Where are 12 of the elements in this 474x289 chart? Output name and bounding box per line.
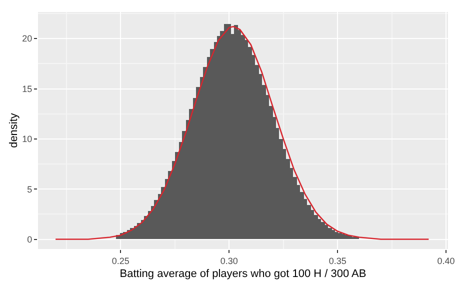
- y-axis-title: density: [8, 112, 20, 148]
- y-tick-label: 20: [22, 34, 32, 44]
- y-tick-label: 0: [27, 234, 32, 244]
- x-tick-label: 0.40: [437, 256, 455, 266]
- y-tick-label: 15: [22, 84, 32, 94]
- x-tick-label: 0.25: [112, 256, 130, 266]
- x-tick-label: 0.30: [220, 256, 238, 266]
- x-axis-title: Batting average of players who got 100 H / 300 AB: [120, 268, 366, 280]
- line-series: [54, 26, 430, 240]
- y-tick-label: 10: [22, 134, 32, 144]
- x-tick-label: 0.35: [328, 256, 346, 266]
- y-tick-label: 5: [27, 184, 32, 194]
